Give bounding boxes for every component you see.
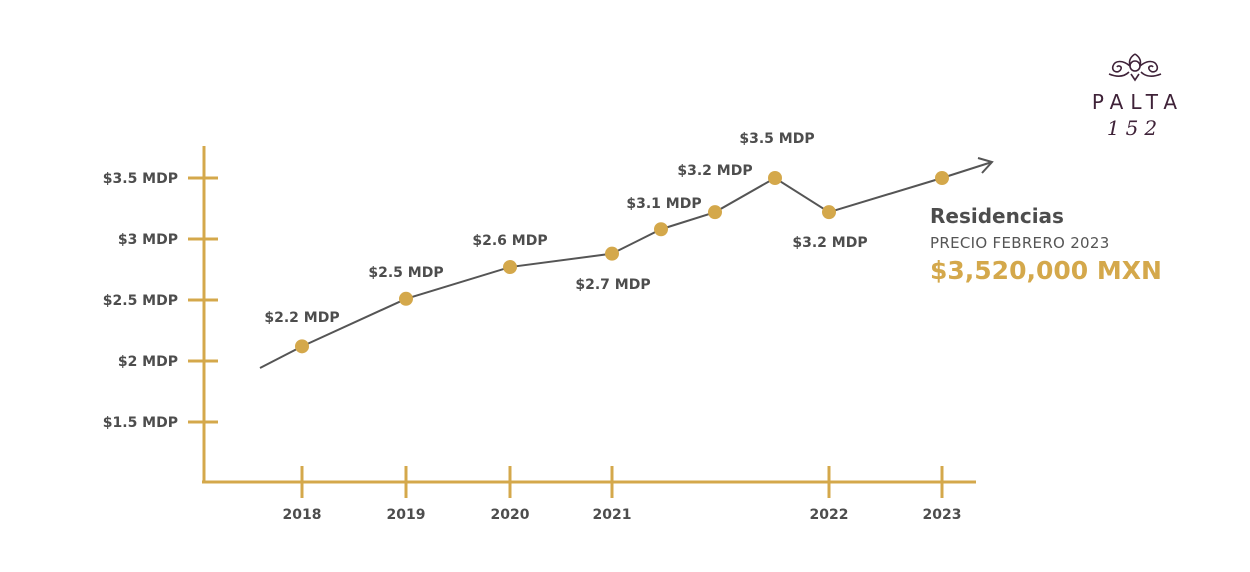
data-label: $3.2 MDP	[792, 235, 867, 251]
data-point	[768, 171, 782, 185]
current-price: $3,520,000 MXN	[930, 256, 1162, 285]
x-tick-label: 2022	[810, 507, 849, 523]
price-date-subtitle: PRECIO FEBRERO 2023	[930, 234, 1110, 252]
x-tick-label: 2021	[593, 507, 632, 523]
data-label: $2.5 MDP	[368, 265, 443, 281]
data-point	[935, 171, 949, 185]
brand-number: 152	[1106, 116, 1164, 140]
x-tick-label: 2023	[923, 507, 962, 523]
y-tick-label: $3.5 MDP	[103, 171, 178, 187]
data-labels: $2.2 MDP $2.5 MDP $2.6 MDP $2.7 MDP $3.1 MDP…	[264, 131, 867, 326]
brand-logo: PALTA 152	[1070, 48, 1200, 140]
y-tick-label: $3 MDP	[118, 232, 178, 248]
data-point	[654, 222, 668, 237]
data-point	[503, 260, 517, 275]
data-label: $3.5 MDP	[739, 131, 814, 147]
data-label: $2.7 MDP	[575, 277, 650, 293]
data-label: $3.1 MDP	[626, 196, 701, 212]
data-point	[822, 205, 836, 220]
price-summary: Residencias PRECIO FEBRERO 2023 $3,520,0…	[930, 204, 1162, 285]
x-ticks: 2018 2019 2020 2021 2022 2023	[283, 466, 962, 523]
data-point	[605, 246, 619, 261]
chart-axes	[202, 146, 976, 484]
y-tick-label: $2.5 MDP	[103, 293, 178, 309]
data-label: $3.2 MDP	[677, 163, 752, 179]
data-label: $2.2 MDP	[264, 310, 339, 326]
ornament-icon	[1108, 53, 1162, 82]
y-tick-label: $2 MDP	[118, 354, 178, 370]
x-tick-label: 2020	[491, 507, 530, 523]
x-tick-label: 2019	[387, 507, 426, 523]
property-type-title: Residencias	[930, 204, 1064, 228]
data-point	[399, 291, 413, 306]
arrow-head	[977, 157, 994, 174]
brand-name: PALTA	[1091, 90, 1185, 114]
data-series	[259, 157, 994, 369]
y-ticks: $1.5 MDP $2 MDP $2.5 MDP $3 MDP $3.5 MDP	[103, 171, 218, 431]
data-label: $2.6 MDP	[472, 233, 547, 249]
y-tick-label: $1.5 MDP	[103, 415, 178, 431]
data-point	[708, 205, 722, 220]
data-point	[295, 339, 309, 354]
x-tick-label: 2018	[283, 507, 322, 523]
